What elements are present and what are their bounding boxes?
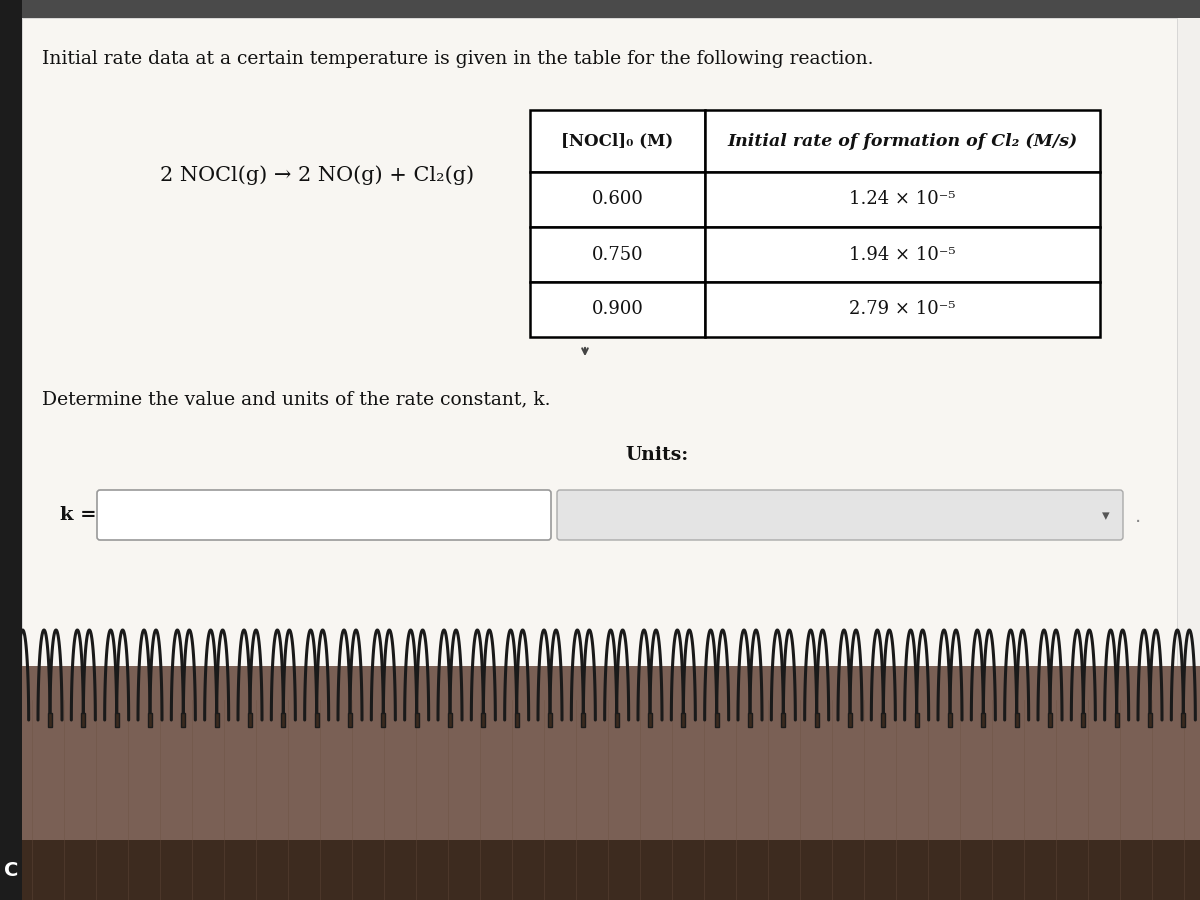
Bar [815, 713, 818, 727]
Bar [0, 666, 1200, 900]
Bar [982, 713, 985, 727]
Bar [382, 713, 385, 727]
Text: 0.900: 0.900 [592, 301, 643, 319]
Bar [748, 713, 752, 727]
Bar [1048, 713, 1052, 727]
Bar [515, 713, 518, 727]
Bar [248, 713, 252, 727]
Bar [706, 110, 1100, 172]
Bar [682, 713, 685, 727]
Bar [82, 713, 85, 727]
Text: C: C [4, 860, 18, 879]
Bar [881, 713, 886, 727]
Bar [548, 713, 552, 727]
Bar [148, 713, 152, 727]
Text: ▾: ▾ [1102, 508, 1110, 524]
Bar [1081, 713, 1086, 727]
Bar [1115, 713, 1118, 727]
Bar [1148, 713, 1152, 727]
Bar [0, 0, 22, 900]
Bar [215, 713, 218, 727]
Bar [530, 282, 706, 337]
Bar [781, 713, 786, 727]
Bar [706, 282, 1100, 337]
Bar [706, 227, 1100, 282]
Text: k =: k = [60, 506, 97, 524]
Bar [648, 713, 652, 727]
Text: Initial rate of formation of Cl₂ (M/s): Initial rate of formation of Cl₂ (M/s) [727, 132, 1078, 149]
Bar [314, 713, 319, 727]
Text: 2.79 × 10⁻⁵: 2.79 × 10⁻⁵ [850, 301, 955, 319]
Bar [0, 840, 1200, 900]
Bar [181, 713, 186, 727]
Bar [414, 713, 419, 727]
Text: Initial rate data at a certain temperature is given in the table for the followi: Initial rate data at a certain temperatu… [42, 50, 874, 68]
Text: Determine the value and units of the rate constant, k.: Determine the value and units of the rat… [42, 390, 551, 408]
Text: 0.600: 0.600 [592, 191, 643, 209]
Bar [0, 0, 1200, 18]
FancyBboxPatch shape [97, 490, 551, 540]
Bar [530, 227, 706, 282]
Bar [114, 713, 119, 727]
Bar [614, 713, 619, 727]
Text: 1.94 × 10⁻⁵: 1.94 × 10⁻⁵ [850, 246, 956, 264]
Bar [348, 713, 352, 727]
Text: 1.24 × 10⁻⁵: 1.24 × 10⁻⁵ [850, 191, 955, 209]
Text: 0.750: 0.750 [592, 246, 643, 264]
Text: .: . [1135, 507, 1141, 526]
Bar [48, 713, 52, 727]
Bar [281, 713, 286, 727]
Bar [22, 18, 1177, 666]
FancyBboxPatch shape [557, 490, 1123, 540]
Bar [1181, 713, 1186, 727]
Bar [1014, 713, 1019, 727]
Text: Units:: Units: [625, 446, 689, 464]
Bar [581, 713, 586, 727]
Bar [848, 713, 852, 727]
Bar [14, 713, 19, 727]
Bar [706, 172, 1100, 227]
Bar [530, 172, 706, 227]
Bar [714, 713, 719, 727]
Bar [530, 110, 706, 172]
Bar [481, 713, 486, 727]
Bar [914, 713, 919, 727]
Text: 2 NOCl(g) → 2 NO(g) + Cl₂(g): 2 NOCl(g) → 2 NO(g) + Cl₂(g) [160, 166, 474, 184]
Bar [948, 713, 952, 727]
Bar [448, 713, 452, 727]
Text: [NOCl]₀ (M): [NOCl]₀ (M) [562, 132, 673, 149]
